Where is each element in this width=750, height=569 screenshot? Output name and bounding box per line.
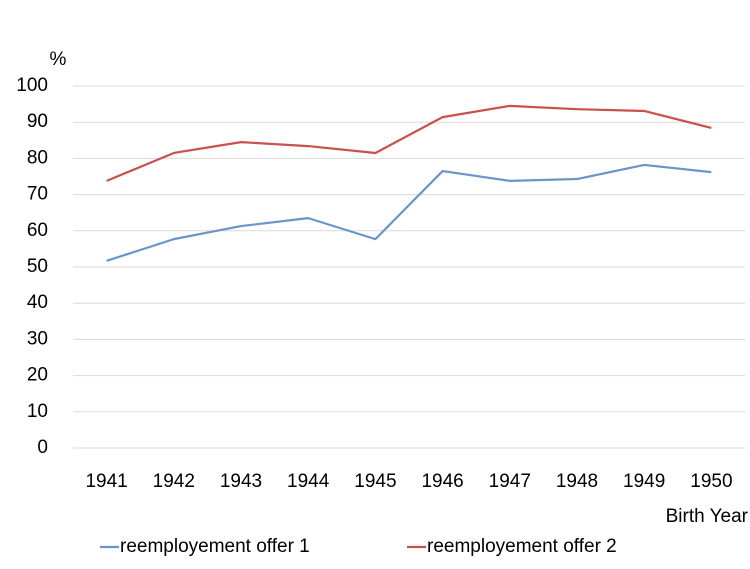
y-tick-label: 40: [27, 292, 48, 313]
y-tick-label: 30: [27, 328, 48, 349]
x-tick-label: 1944: [287, 471, 330, 492]
series-line: [106, 104, 712, 182]
x-tick-label: 1948: [556, 471, 598, 492]
y-tick-label: 0: [37, 437, 48, 458]
y-tick-label: 90: [27, 111, 48, 132]
x-tick-label: 1943: [220, 471, 262, 492]
series-line: [106, 163, 712, 262]
y-axis-label: %: [50, 49, 67, 70]
x-tick-label: 1942: [153, 471, 195, 492]
x-axis-label: Birth Year: [666, 506, 749, 527]
x-tick-label: 1946: [421, 471, 463, 492]
x-tick-label: 1941: [85, 471, 127, 492]
x-tick-label: 1947: [489, 471, 531, 492]
x-tick-label: 1945: [354, 471, 396, 492]
y-tick-label: 100: [16, 75, 48, 96]
y-tick-label: 80: [27, 147, 48, 168]
legend-label: reemployement offer 1: [120, 536, 310, 557]
legend-label: reemployement offer 2: [427, 536, 617, 557]
y-tick-label: 70: [27, 184, 48, 205]
y-tick-label: 10: [27, 401, 48, 422]
y-tick-label: 20: [27, 365, 48, 386]
y-tick-label: 50: [27, 256, 48, 277]
x-tick-label: 1950: [690, 471, 732, 492]
y-tick-label: 60: [27, 220, 48, 241]
x-tick-label: 1949: [623, 471, 665, 492]
